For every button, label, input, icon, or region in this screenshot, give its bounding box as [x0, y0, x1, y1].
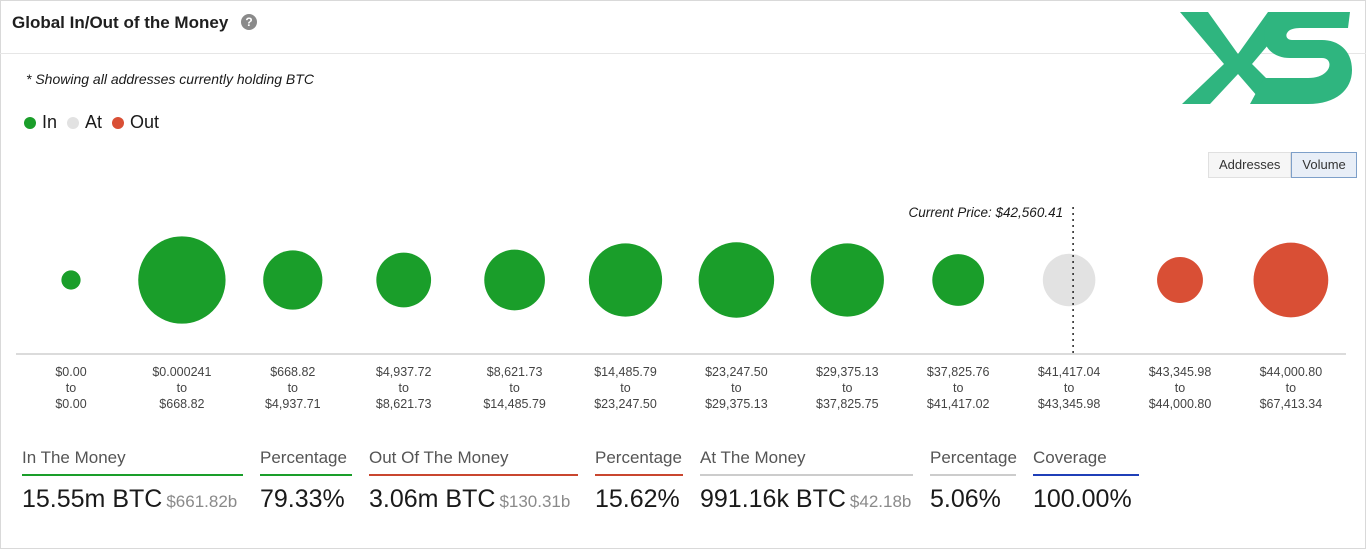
- stat-in-pct-value: 79.33%: [260, 485, 345, 513]
- bucket-to-word: to: [177, 381, 187, 395]
- bucket-from-label: $37,825.76: [927, 365, 990, 379]
- bubble-in-2[interactable]: [263, 250, 323, 310]
- bucket-from-label: $668.82: [270, 365, 315, 379]
- volume-button[interactable]: Volume: [1291, 152, 1357, 178]
- bucket-to-word: to: [731, 381, 741, 395]
- bucket-from-label: $44,000.80: [1260, 365, 1323, 379]
- stat-coverage-label: Coverage: [1033, 448, 1139, 476]
- stat-in-the-money: In The Money 15.55m BTC $661.82b: [22, 448, 243, 514]
- bubble-chart: $0.00 to $0.00 $0.000241 to $668.82 $668.82 to $…: [16, 205, 1346, 411]
- legend-dot-at: [67, 116, 80, 129]
- holding-note: * Showing all addresses currently holdin…: [26, 71, 314, 87]
- bubble-in-4[interactable]: [484, 249, 545, 311]
- stat-out-usd: $130.31b: [499, 492, 571, 511]
- bucket-from-label: $41,417.04: [1038, 365, 1101, 379]
- bucket-to-label: $4,937.71: [265, 397, 321, 411]
- stat-out-value: 3.06m BTC $130.31b: [369, 485, 578, 514]
- bucket-to-word: to: [509, 381, 519, 395]
- bubble-in-8[interactable]: [932, 254, 985, 306]
- legend-dot-in: [24, 116, 36, 129]
- current-price-label: Current Price: $42,560.41: [909, 205, 1064, 220]
- legend-label-in: In: [42, 112, 58, 132]
- bucket-to-label: $41,417.02: [927, 397, 990, 411]
- bubble-in-0[interactable]: [61, 270, 81, 290]
- bucket-to-label: $67,413.34: [1260, 397, 1323, 411]
- bubble-out-10[interactable]: [1157, 257, 1203, 303]
- stat-out-percentage: Percentage 15.62%: [595, 448, 683, 514]
- bucket-to-label: $44,000.80: [1149, 397, 1212, 411]
- stat-at-pct-label: Percentage: [930, 448, 1017, 476]
- bucket-from-label: $8,621.73: [487, 365, 543, 379]
- bucket-to-label: $37,825.75: [816, 397, 879, 411]
- bucket-to-word: to: [953, 381, 963, 395]
- bucket-from-label: $14,485.79: [594, 365, 657, 379]
- stat-at-btc: 991.16k BTC: [700, 485, 846, 513]
- stat-at-label: At The Money: [700, 448, 913, 476]
- bucket-to-label: $668.82: [159, 397, 204, 411]
- widget-title: Global In/Out of the Money: [12, 13, 229, 32]
- stat-in-usd: $661.82b: [166, 492, 238, 511]
- stat-in-pct-label: Percentage: [260, 448, 352, 476]
- bucket-to-label: $23,247.50: [594, 397, 657, 411]
- legend: In At Out: [24, 112, 159, 133]
- bucket-to-word: to: [398, 381, 408, 395]
- addresses-button[interactable]: Addresses: [1208, 152, 1292, 178]
- bucket-to-label: $8,621.73: [376, 397, 432, 411]
- bucket-to-word: to: [842, 381, 852, 395]
- stat-in-percentage: Percentage 79.33%: [260, 448, 352, 514]
- bucket-to-word: to: [1175, 381, 1185, 395]
- stat-at-pct-value: 5.06%: [930, 485, 1001, 513]
- bubble-in-6[interactable]: [698, 242, 775, 318]
- stat-at-percentage: Percentage 5.06%: [930, 448, 1017, 514]
- bucket-to-word: to: [620, 381, 630, 395]
- bucket-to-word: to: [1064, 381, 1074, 395]
- stats-summary: In The Money 15.55m BTC $661.82b Percenta…: [0, 448, 1366, 528]
- stat-in-value: 15.55m BTC $661.82b: [22, 485, 243, 514]
- bubble-in-7[interactable]: [810, 243, 884, 317]
- stat-out-pct-value: 15.62%: [595, 485, 680, 513]
- legend-label-at: At: [85, 112, 103, 132]
- stat-out-btc: 3.06m BTC: [369, 485, 496, 513]
- bucket-to-word: to: [66, 381, 76, 395]
- bucket-from-label: $43,345.98: [1149, 365, 1212, 379]
- stat-at-usd: $42.18b: [849, 492, 912, 511]
- bubble-at-9[interactable]: [1042, 253, 1096, 307]
- stat-out-label: Out Of The Money: [369, 448, 578, 476]
- help-icon[interactable]: ?: [241, 14, 257, 30]
- bubble-in-3[interactable]: [376, 252, 432, 308]
- bucket-from-label: $0.000241: [152, 365, 211, 379]
- bubble-in-1[interactable]: [138, 236, 226, 324]
- xs-logo: [1180, 12, 1352, 104]
- bucket-from-label: $23,247.50: [705, 365, 768, 379]
- bubble-out-11[interactable]: [1253, 242, 1329, 318]
- bucket-to-label: $0.00: [55, 397, 86, 411]
- bucket-to-word: to: [1286, 381, 1296, 395]
- bubble-in-5[interactable]: [588, 243, 663, 317]
- bucket-to-label: $29,375.13: [705, 397, 768, 411]
- legend-item-at[interactable]: At: [67, 112, 102, 133]
- stat-in-label: In The Money: [22, 448, 243, 476]
- stat-out-of-the-money: Out Of The Money 3.06m BTC $130.31b: [369, 448, 578, 514]
- stat-coverage-value: 100.00%: [1033, 485, 1132, 513]
- stat-at-value: 991.16k BTC $42.18b: [700, 485, 913, 514]
- bucket-from-label: $4,937.72: [376, 365, 432, 379]
- legend-item-in[interactable]: In: [24, 112, 57, 133]
- legend-dot-out: [112, 116, 125, 129]
- bucket-from-label: $0.00: [55, 365, 86, 379]
- stat-in-btc: 15.55m BTC: [22, 485, 163, 513]
- bucket-to-label: $14,485.79: [483, 397, 546, 411]
- stat-coverage: Coverage 100.00%: [1033, 448, 1139, 514]
- legend-item-out[interactable]: Out: [112, 112, 159, 133]
- metric-toggle: Addresses Volume: [1208, 152, 1357, 178]
- widget-header: Global In/Out of the Money ?: [0, 0, 1366, 54]
- bucket-to-label: $43,345.98: [1038, 397, 1101, 411]
- bucket-to-word: to: [288, 381, 298, 395]
- stat-out-pct-label: Percentage: [595, 448, 683, 476]
- legend-label-out: Out: [130, 112, 160, 132]
- bucket-from-label: $29,375.13: [816, 365, 879, 379]
- stat-at-the-money: At The Money 991.16k BTC $42.18b: [700, 448, 913, 514]
